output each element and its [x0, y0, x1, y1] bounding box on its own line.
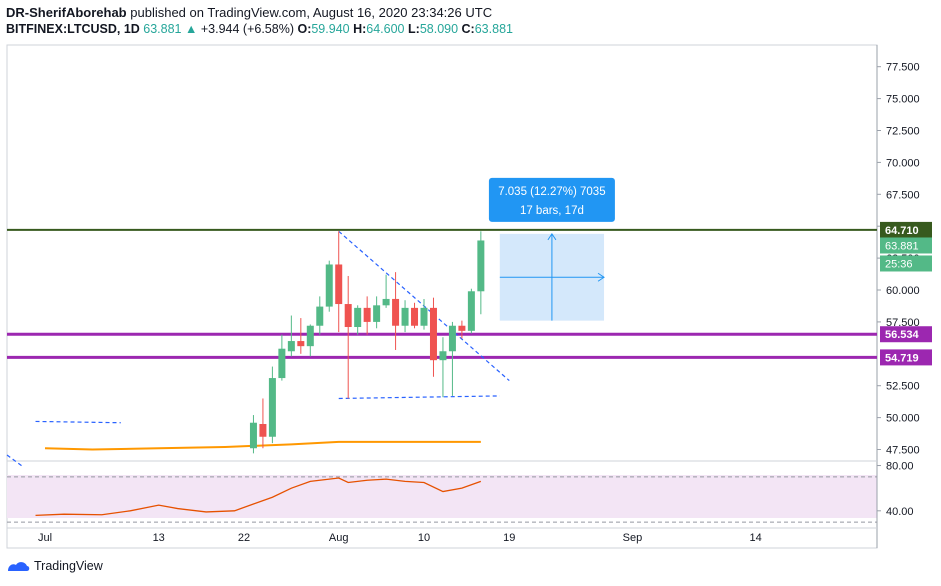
bullish-candle — [306, 325, 314, 347]
publish-line: DR-SherifAborehab published on TradingVi… — [6, 5, 492, 20]
close-value: 63.881 — [474, 22, 513, 36]
bullish-candle — [354, 307, 362, 328]
bearish-candle — [297, 341, 305, 347]
price-tick-label: 77.500 — [886, 62, 920, 74]
bullish-candle — [477, 240, 485, 292]
bearish-candle — [335, 264, 343, 305]
rsi-band — [7, 475, 877, 518]
symbol-label: BITFINEX:LTCUSD, 1D — [6, 22, 140, 36]
price-tick-label: 57.500 — [886, 317, 920, 329]
price-tick-label: 47.500 — [886, 445, 920, 457]
bearish-candle — [259, 423, 267, 437]
measure-right-arrowhead — [597, 272, 605, 282]
bullish-candle — [268, 378, 276, 437]
dashed-trend-line — [338, 395, 500, 400]
time-tick-label: Aug — [329, 532, 349, 544]
ma-line — [44, 440, 481, 451]
support-level-label-bg — [880, 349, 932, 366]
rsi-tick-label: 80.00 — [886, 461, 914, 473]
bullish-candle — [325, 264, 333, 307]
brand-name[interactable]: TradingView — [34, 559, 103, 573]
countdown-label-bg — [880, 255, 932, 272]
time-axis: Jul 13 22 Aug 10 19 Sep 14 — [38, 532, 762, 544]
resistance-level-label: 64.710 — [885, 225, 919, 237]
bullish-candle — [278, 348, 286, 379]
bearish-candle — [344, 304, 352, 328]
time-tick-label: 22 — [238, 532, 250, 544]
bearish-candle — [458, 325, 466, 331]
price-tick-label: 60.000 — [886, 285, 920, 297]
time-tick-label: 13 — [153, 532, 165, 544]
bullish-candle — [316, 306, 324, 326]
high-label: H: — [353, 22, 367, 36]
open-label: O: — [297, 22, 312, 36]
price-change: +3.944 (+6.58%) — [200, 22, 294, 36]
bearish-candle — [411, 307, 419, 326]
author-name[interactable]: DR-SherifAborehab — [6, 5, 127, 20]
bearish-candle — [392, 298, 400, 326]
last-price-label-bg — [880, 237, 932, 254]
up-arrow-icon: ▲ — [185, 22, 198, 36]
price-tick-label: 72.500 — [886, 125, 920, 137]
price-axis-labels: 64.710 56.534 54.719 63.881 25:36 — [880, 221, 932, 366]
ohlc-legend: BITFINEX:LTCUSD, 1D 63.881 ▲ +3.944 (+6.… — [6, 22, 513, 36]
last-price: 63.881 — [143, 22, 182, 36]
high-value: 64.600 — [366, 22, 405, 36]
time-tick-label: 10 — [418, 532, 430, 544]
price-tick-label: 52.500 — [886, 381, 920, 393]
footer: TradingView — [6, 559, 103, 573]
price-tick-label: 67.500 — [886, 189, 920, 201]
candles — [249, 231, 485, 454]
bullish-candle — [439, 351, 447, 361]
resistance-level-label-bg — [880, 221, 932, 238]
time-tick-label: Jul — [38, 532, 52, 544]
bullish-candle — [249, 422, 257, 449]
countdown-label: 25:36 — [885, 258, 913, 270]
bearish-candle — [429, 307, 437, 361]
time-tick-label: 19 — [503, 532, 515, 544]
measure-change-text: 7.035 (12.27%) 7035 — [498, 186, 605, 198]
bullish-candle — [287, 341, 295, 352]
dashed-trend-line — [35, 420, 121, 424]
price-tick-label: 50.000 — [886, 413, 920, 425]
low-label: L: — [408, 22, 420, 36]
open-value: 59.940 — [311, 22, 350, 36]
time-tick-label: Sep — [623, 532, 643, 544]
bullish-candle — [467, 291, 475, 331]
support-level-label: 56.534 — [885, 329, 920, 341]
close-label: C: — [461, 22, 475, 36]
rsi-line — [35, 477, 482, 516]
rsi-tick-label: 40.00 — [886, 506, 914, 518]
bearish-candle — [363, 307, 371, 322]
tradingview-logo-icon — [8, 562, 30, 571]
measure-tooltip — [488, 177, 615, 222]
dashed-trend-line — [6, 454, 23, 467]
support-level-label: 54.719 — [885, 352, 919, 364]
price-tick-label: 75.000 — [886, 94, 920, 106]
price-tick-label: 70.000 — [886, 157, 920, 169]
low-value: 58.090 — [419, 22, 459, 36]
bullish-candle — [448, 325, 456, 352]
published-text: published on TradingView.com, August 16,… — [130, 5, 493, 20]
rsi-pane: 80.00 40.00 — [7, 461, 914, 523]
support-level-label-bg — [880, 326, 932, 343]
chart-frame — [6, 44, 878, 549]
measure-up-arrowhead — [547, 232, 557, 241]
moving-average — [44, 440, 481, 451]
measure-bars-text: 17 bars, 17d — [520, 205, 584, 217]
last-price-label: 63.881 — [885, 240, 919, 252]
bullish-candle — [401, 307, 409, 326]
bullish-candle — [382, 298, 390, 306]
bullish-candle — [373, 305, 381, 322]
time-tick-label: 14 — [750, 532, 762, 544]
bullish-candle — [420, 307, 428, 326]
price-range-tool[interactable]: 7.035 (12.27%) 7035 17 bars, 17d — [488, 177, 615, 321]
